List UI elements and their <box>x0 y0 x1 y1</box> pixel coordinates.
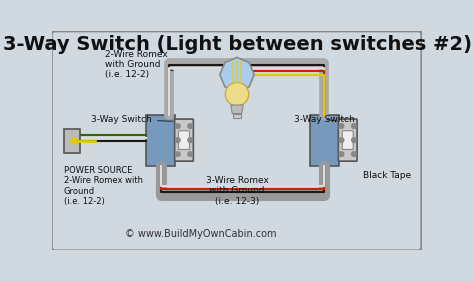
FancyBboxPatch shape <box>64 129 80 153</box>
Text: POWER SOURCE
2-Wire Romex with
Ground
(i.e. 12-2): POWER SOURCE 2-Wire Romex with Ground (i… <box>64 166 143 206</box>
Circle shape <box>339 124 344 128</box>
FancyBboxPatch shape <box>174 119 193 161</box>
Text: 2-Wire Romex
with Ground
(i.e. 12-2): 2-Wire Romex with Ground (i.e. 12-2) <box>105 49 173 79</box>
FancyBboxPatch shape <box>52 31 422 251</box>
Text: © www.BuildMyOwnCabin.com: © www.BuildMyOwnCabin.com <box>125 230 276 239</box>
Circle shape <box>352 124 356 128</box>
Circle shape <box>188 152 192 157</box>
Circle shape <box>339 152 344 157</box>
Circle shape <box>352 152 356 157</box>
Circle shape <box>175 152 180 157</box>
Text: 3-Way Switch (Light between switches #2): 3-Way Switch (Light between switches #2) <box>2 35 472 55</box>
Circle shape <box>188 138 192 142</box>
Polygon shape <box>233 114 241 118</box>
FancyBboxPatch shape <box>179 131 190 149</box>
Polygon shape <box>231 105 243 114</box>
FancyBboxPatch shape <box>342 131 353 149</box>
FancyBboxPatch shape <box>338 119 357 161</box>
Polygon shape <box>220 57 254 92</box>
Text: 3-Way Switch: 3-Way Switch <box>91 115 173 124</box>
Circle shape <box>339 138 344 142</box>
Circle shape <box>175 138 180 142</box>
Ellipse shape <box>225 82 249 106</box>
Circle shape <box>188 124 192 128</box>
Text: 3-Wire Romex
with Ground
(i.e. 12-3): 3-Wire Romex with Ground (i.e. 12-3) <box>206 176 268 206</box>
Text: Black Tape: Black Tape <box>363 171 410 180</box>
Circle shape <box>71 138 77 144</box>
Text: 3-Way Switch: 3-Way Switch <box>294 115 355 124</box>
Circle shape <box>352 138 356 142</box>
FancyBboxPatch shape <box>310 115 339 166</box>
FancyBboxPatch shape <box>146 115 175 166</box>
Circle shape <box>175 124 180 128</box>
